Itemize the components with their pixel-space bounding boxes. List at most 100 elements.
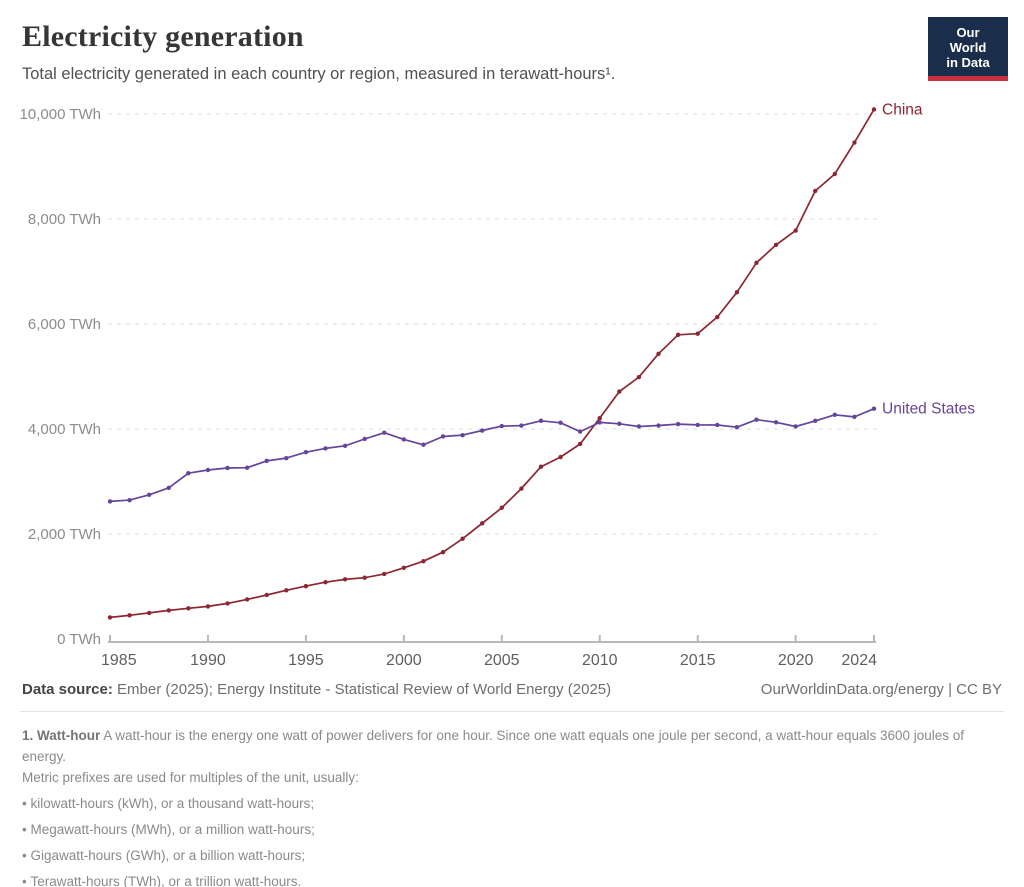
- data-point: [538, 464, 544, 469]
- series-label-china[interactable]: China: [882, 101, 923, 118]
- data-point: [362, 575, 367, 580]
- footnote-prefixes-intro: Metric prefixes are used for multiples o…: [22, 770, 359, 785]
- footnote-bullet: kilowatt-hours (kWh), or a thousand watt…: [22, 793, 1000, 814]
- data-point: [734, 290, 740, 295]
- data-point: [146, 610, 152, 616]
- data-point: [440, 434, 446, 439]
- data-point: [813, 188, 818, 194]
- data-point: [244, 465, 250, 470]
- data-point: [773, 242, 779, 247]
- series-label-united-states[interactable]: United States: [882, 401, 975, 418]
- data-point: [577, 429, 583, 434]
- data-point: [773, 420, 779, 425]
- footnote-text: A watt-hour is the energy one watt of po…: [22, 728, 965, 764]
- data-point: [754, 260, 759, 265]
- footnote-bullet: Megawatt-hours (MWh), or a million watt-…: [22, 819, 1000, 840]
- x-axis-tick-label: 2005: [484, 652, 520, 669]
- series-united-states[interactable]: United States: [107, 401, 976, 504]
- data-point: [499, 423, 504, 429]
- data-point: [205, 604, 211, 609]
- data-point: [695, 422, 700, 428]
- data-point: [421, 442, 426, 447]
- series-china[interactable]: China: [107, 101, 923, 620]
- data-point: [852, 414, 857, 420]
- data-point: [225, 601, 230, 606]
- x-axis-tick-label: 1990: [190, 652, 226, 669]
- data-source: Data source: Ember (2025); Energy Instit…: [22, 681, 611, 698]
- data-point: [656, 423, 661, 428]
- data-point: [303, 583, 309, 589]
- data-point: [225, 465, 230, 471]
- data-point: [107, 499, 113, 504]
- series-line-united-states[interactable]: [109, 407, 875, 503]
- y-axis-tick-label: 6,000 TWh: [28, 316, 101, 333]
- data-point: [342, 443, 348, 448]
- data-point: [401, 437, 407, 442]
- data-point: [793, 228, 798, 233]
- footnote-block: 1. Watt-hour A watt-hour is the energy o…: [0, 712, 1024, 887]
- data-point: [264, 592, 269, 598]
- x-axis-tick-label: 2000: [386, 652, 422, 669]
- footnote-bullet: Terawatt-hours (TWh), or a trillion watt…: [22, 871, 1000, 887]
- y-axis-tick-label: 0 TWh: [57, 631, 101, 648]
- data-point: [264, 458, 269, 464]
- data-point: [244, 597, 250, 602]
- data-point: [205, 467, 211, 473]
- footer-divider: [20, 711, 1004, 712]
- chart-footer: Data source: Ember (2025); Energy Instit…: [0, 681, 1024, 698]
- data-point: [186, 606, 191, 611]
- data-point: [617, 389, 622, 394]
- data-source-text: Ember (2025); Energy Institute - Statist…: [112, 681, 612, 698]
- data-point: [636, 374, 642, 380]
- y-axis-tick-label: 4,000 TWh: [28, 421, 101, 438]
- footnote-bullet: Gigawatt-hours (GWh), or a billion watt-…: [22, 845, 1000, 866]
- data-point: [715, 314, 720, 320]
- data-point: [656, 351, 661, 357]
- data-point: [852, 140, 857, 145]
- line-chart-canvas[interactable]: 0 TWh 2,000 TWh 4,000 TWh 6,000 TWh 8,000 TW…: [0, 90, 1024, 675]
- data-point: [577, 441, 583, 447]
- data-point: [715, 422, 720, 428]
- data-point: [519, 423, 524, 428]
- page-title: Electricity generation: [22, 20, 304, 53]
- x-axis-tick-label: 2015: [680, 652, 716, 669]
- chart-header: Electricity generation Total electricity…: [0, 0, 1024, 84]
- data-point: [597, 420, 602, 425]
- data-point: [675, 421, 681, 427]
- data-point: [480, 428, 485, 433]
- data-point: [127, 497, 132, 503]
- chart-svg[interactable]: 0 TWh 2,000 TWh 4,000 TWh 6,000 TWh 8,000 TW…: [0, 90, 1024, 675]
- y-axis-tick-label: 2,000 TWh: [28, 526, 101, 543]
- credit-link[interactable]: OurWorldinData.org/energy | CC BY: [760, 681, 1002, 698]
- data-point: [460, 536, 465, 541]
- data-point: [303, 450, 309, 455]
- data-point: [382, 430, 387, 435]
- series-line-china[interactable]: [109, 108, 875, 619]
- data-source-label: Data source:: [22, 681, 113, 698]
- data-point: [832, 412, 838, 418]
- owid-logo[interactable]: Our World in Data: [928, 17, 1008, 81]
- data-point: [421, 559, 426, 564]
- data-point: [401, 565, 407, 571]
- data-point: [440, 549, 446, 555]
- data-point: [146, 492, 152, 497]
- data-point: [519, 486, 524, 491]
- data-point: [362, 436, 367, 442]
- data-point: [558, 420, 563, 425]
- footnote-definition: 1. Watt-hour A watt-hour is the energy o…: [22, 725, 1000, 767]
- x-axis-tick-label: 2024: [841, 652, 877, 669]
- owid-logo-line2: in Data: [946, 55, 990, 70]
- data-point: [617, 421, 622, 426]
- data-point: [636, 424, 642, 429]
- data-point: [342, 577, 348, 582]
- y-axis-tick-label: 10,000 TWh: [20, 106, 101, 123]
- data-point: [107, 615, 113, 620]
- data-point: [675, 332, 681, 337]
- data-point: [323, 580, 328, 585]
- data-point: [323, 446, 328, 451]
- data-point: [695, 331, 700, 336]
- owid-logo-line1: Our World: [949, 25, 987, 55]
- data-point: [127, 613, 132, 618]
- data-point: [754, 417, 759, 422]
